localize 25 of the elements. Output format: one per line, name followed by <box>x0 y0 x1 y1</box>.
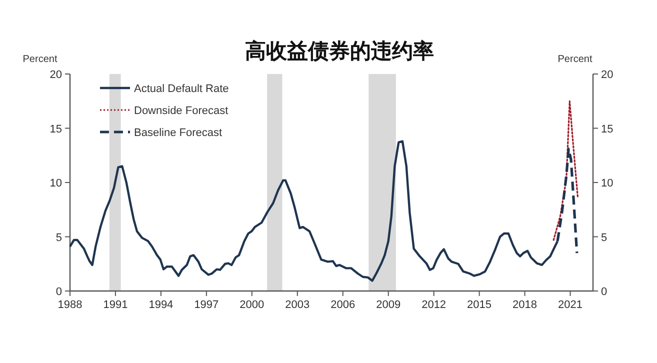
title: 高收益债券的违约率 <box>245 38 434 63</box>
y2-tick: 15 <box>601 123 614 136</box>
y2label: Percent <box>558 54 592 65</box>
x-tick: 2015 <box>467 299 492 311</box>
x-tick: 2012 <box>422 299 446 311</box>
x-tick: 1997 <box>194 299 219 311</box>
y2-tick: 10 <box>601 178 614 190</box>
x-tick: 1994 <box>148 299 174 311</box>
y-tick: 15 <box>50 123 62 136</box>
y-tick: 0 <box>56 286 62 298</box>
x-tick: 2006 <box>330 299 356 311</box>
y2-tick: 0 <box>601 286 608 298</box>
y2-tick: 20 <box>601 69 614 81</box>
x-tick: 2000 <box>240 299 264 311</box>
y-tick: 10 <box>50 178 62 190</box>
y2-tick: 5 <box>601 232 608 244</box>
y-tick: 20 <box>50 69 62 81</box>
x-tick: 1988 <box>58 299 82 311</box>
y-tick: 5 <box>56 232 62 244</box>
x-tick: 2018 <box>512 299 538 311</box>
x-tick: 2009 <box>376 299 401 311</box>
x-tick: 2003 <box>285 299 310 311</box>
x-tick: 2021 <box>558 299 582 311</box>
ylabel: Percent <box>22 54 58 65</box>
x-tick: 1991 <box>103 299 128 311</box>
